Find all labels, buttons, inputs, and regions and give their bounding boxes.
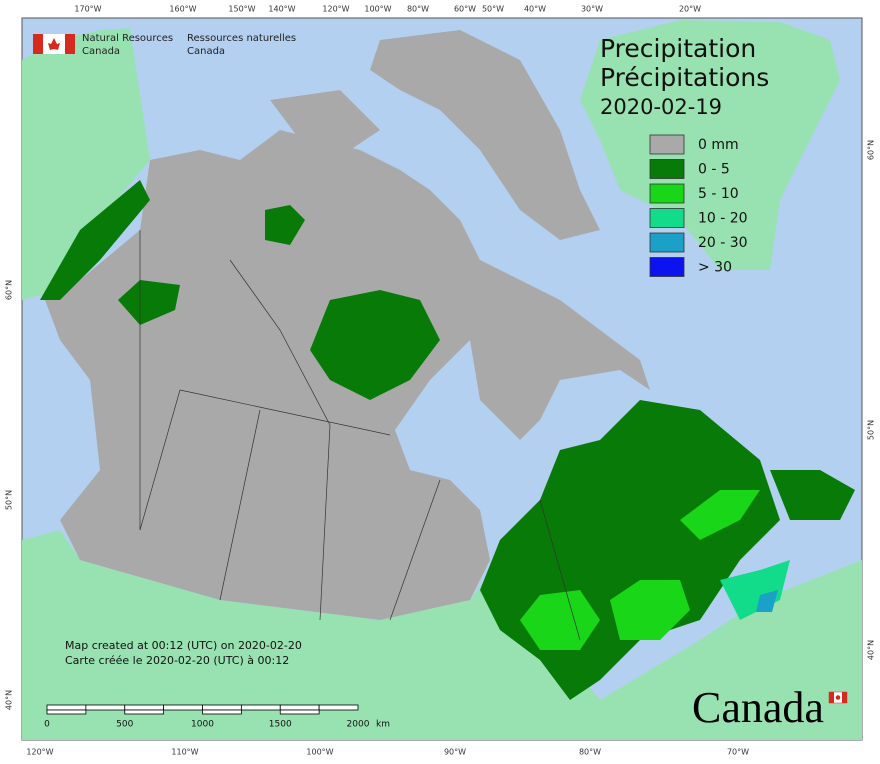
scale-label: 1000 (191, 720, 214, 730)
legend-label: 20 - 30 (698, 235, 748, 251)
latitude-label: 50°N (867, 420, 876, 440)
scale-bar: 0 500 1000 1500 2000 km (44, 704, 390, 730)
agency-fr: Ressources naturelles (187, 33, 296, 44)
scale-label: 1500 (269, 720, 292, 730)
scale-segment (85, 704, 126, 711)
legend-label: 5 - 10 (698, 186, 739, 202)
longitude-label: 40°W (524, 5, 546, 14)
longitude-label: 80°W (579, 748, 601, 757)
flag-leaf (835, 695, 841, 700)
precip-0-5-newfoundland (770, 470, 855, 520)
wordmark: Canada (692, 683, 848, 732)
longitude-label: 160°W (169, 5, 196, 14)
longitude-label: 20°W (679, 5, 701, 14)
legend-swatch (649, 183, 685, 204)
longitude-label: 170°W (74, 5, 101, 14)
scale-segment (124, 709, 165, 715)
scale-unit: km (376, 720, 390, 730)
agency-fr: Canada (187, 46, 225, 57)
longitude-label: 110°W (171, 748, 198, 757)
legend-label: > 30 (698, 260, 732, 276)
legend-swatch (649, 208, 685, 228)
scale-segment (46, 704, 87, 711)
legend-label: 0 - 5 (698, 162, 730, 178)
flag-leaf (48, 38, 60, 50)
legend-label: 10 - 20 (698, 211, 748, 227)
usa (22, 530, 862, 740)
agency-en: Canada (82, 46, 120, 57)
alaska (22, 28, 150, 300)
legend-label: 0 mm (698, 137, 739, 153)
arctic-islands (370, 30, 600, 240)
latitude-label: 40°N (5, 690, 14, 710)
provincial-borders (139, 230, 581, 641)
longitude-label: 150°W (228, 5, 255, 14)
precip-0-5-hudson (310, 290, 440, 400)
scale-segment (46, 709, 87, 715)
precip-20-30 (756, 590, 778, 612)
canada-wordmark: Canada (692, 683, 824, 732)
title-fr: Précipitations (600, 63, 769, 92)
latitude-label: 40°N (867, 640, 876, 660)
flag-band (842, 692, 847, 703)
longitude-label: 90°W (444, 748, 466, 757)
scale-segment (279, 709, 320, 715)
precip-5-10-north (680, 490, 760, 540)
scale-segment (202, 704, 242, 711)
longitude-label: 60°W (454, 5, 476, 14)
longitude-label: 100°W (364, 5, 391, 14)
greenland (580, 20, 840, 270)
latitude-label: 60°N (5, 280, 14, 300)
latitude-label: 50°N (5, 490, 14, 510)
legend: 0 mm 0 - 5 5 - 10 10 - 20 20 - 30 > 30 (649, 134, 748, 277)
arctic-island (270, 90, 380, 150)
scale-segment (124, 704, 165, 711)
title-en: Precipitation (600, 34, 756, 63)
flag-band (829, 692, 834, 703)
precip-10-20 (720, 560, 790, 620)
precip-0-5-nwt (118, 280, 180, 325)
map-area (21, 17, 863, 741)
scale-label: 0 (44, 720, 50, 730)
created-fr: Carte créée le 2020-02-20 (UTC) à 00:12 (65, 654, 289, 667)
longitude-label: 50°W (482, 5, 504, 14)
scale-label: 500 (116, 720, 133, 730)
legend-swatch (649, 134, 685, 155)
longitude-label: 80°W (407, 5, 429, 14)
longitude-label: 140°W (268, 5, 295, 14)
created-en: Map created at 00:12 (UTC) on 2020-02-20 (65, 639, 302, 652)
latitude-label: 60°N (867, 140, 876, 160)
scale-segment (279, 704, 320, 711)
legend-swatch (649, 232, 685, 253)
agency-header: Natural Resources Canada Ressources natu… (33, 33, 296, 57)
precip-0-5-arctic (265, 205, 305, 245)
longitude-label: 70°W (727, 748, 749, 757)
precip-0-5-coast (40, 180, 150, 300)
scale-segment (240, 704, 281, 711)
scale-segment (318, 704, 359, 711)
longitude-label: 30°W (581, 5, 603, 14)
scale-label: 2000 (347, 720, 370, 730)
scale-segment (163, 704, 203, 711)
legend-swatch (649, 159, 685, 179)
longitude-label: 120°W (322, 5, 349, 14)
legend-swatch (649, 257, 685, 277)
longitude-label: 100°W (306, 748, 333, 757)
agency-en: Natural Resources (82, 33, 173, 44)
title-date: 2020-02-19 (600, 95, 722, 119)
flag-band (33, 34, 43, 54)
longitude-label: 120°W (26, 748, 53, 757)
graticule: 170°W 160°W 150°W 140°W 120°W 100°W 80°W 60°W 50… (5, 5, 876, 757)
precip-5-10-quebec (610, 580, 690, 640)
flag-band (65, 34, 75, 54)
scale-segment (202, 709, 242, 715)
precip-5-10-ontario (520, 590, 600, 650)
